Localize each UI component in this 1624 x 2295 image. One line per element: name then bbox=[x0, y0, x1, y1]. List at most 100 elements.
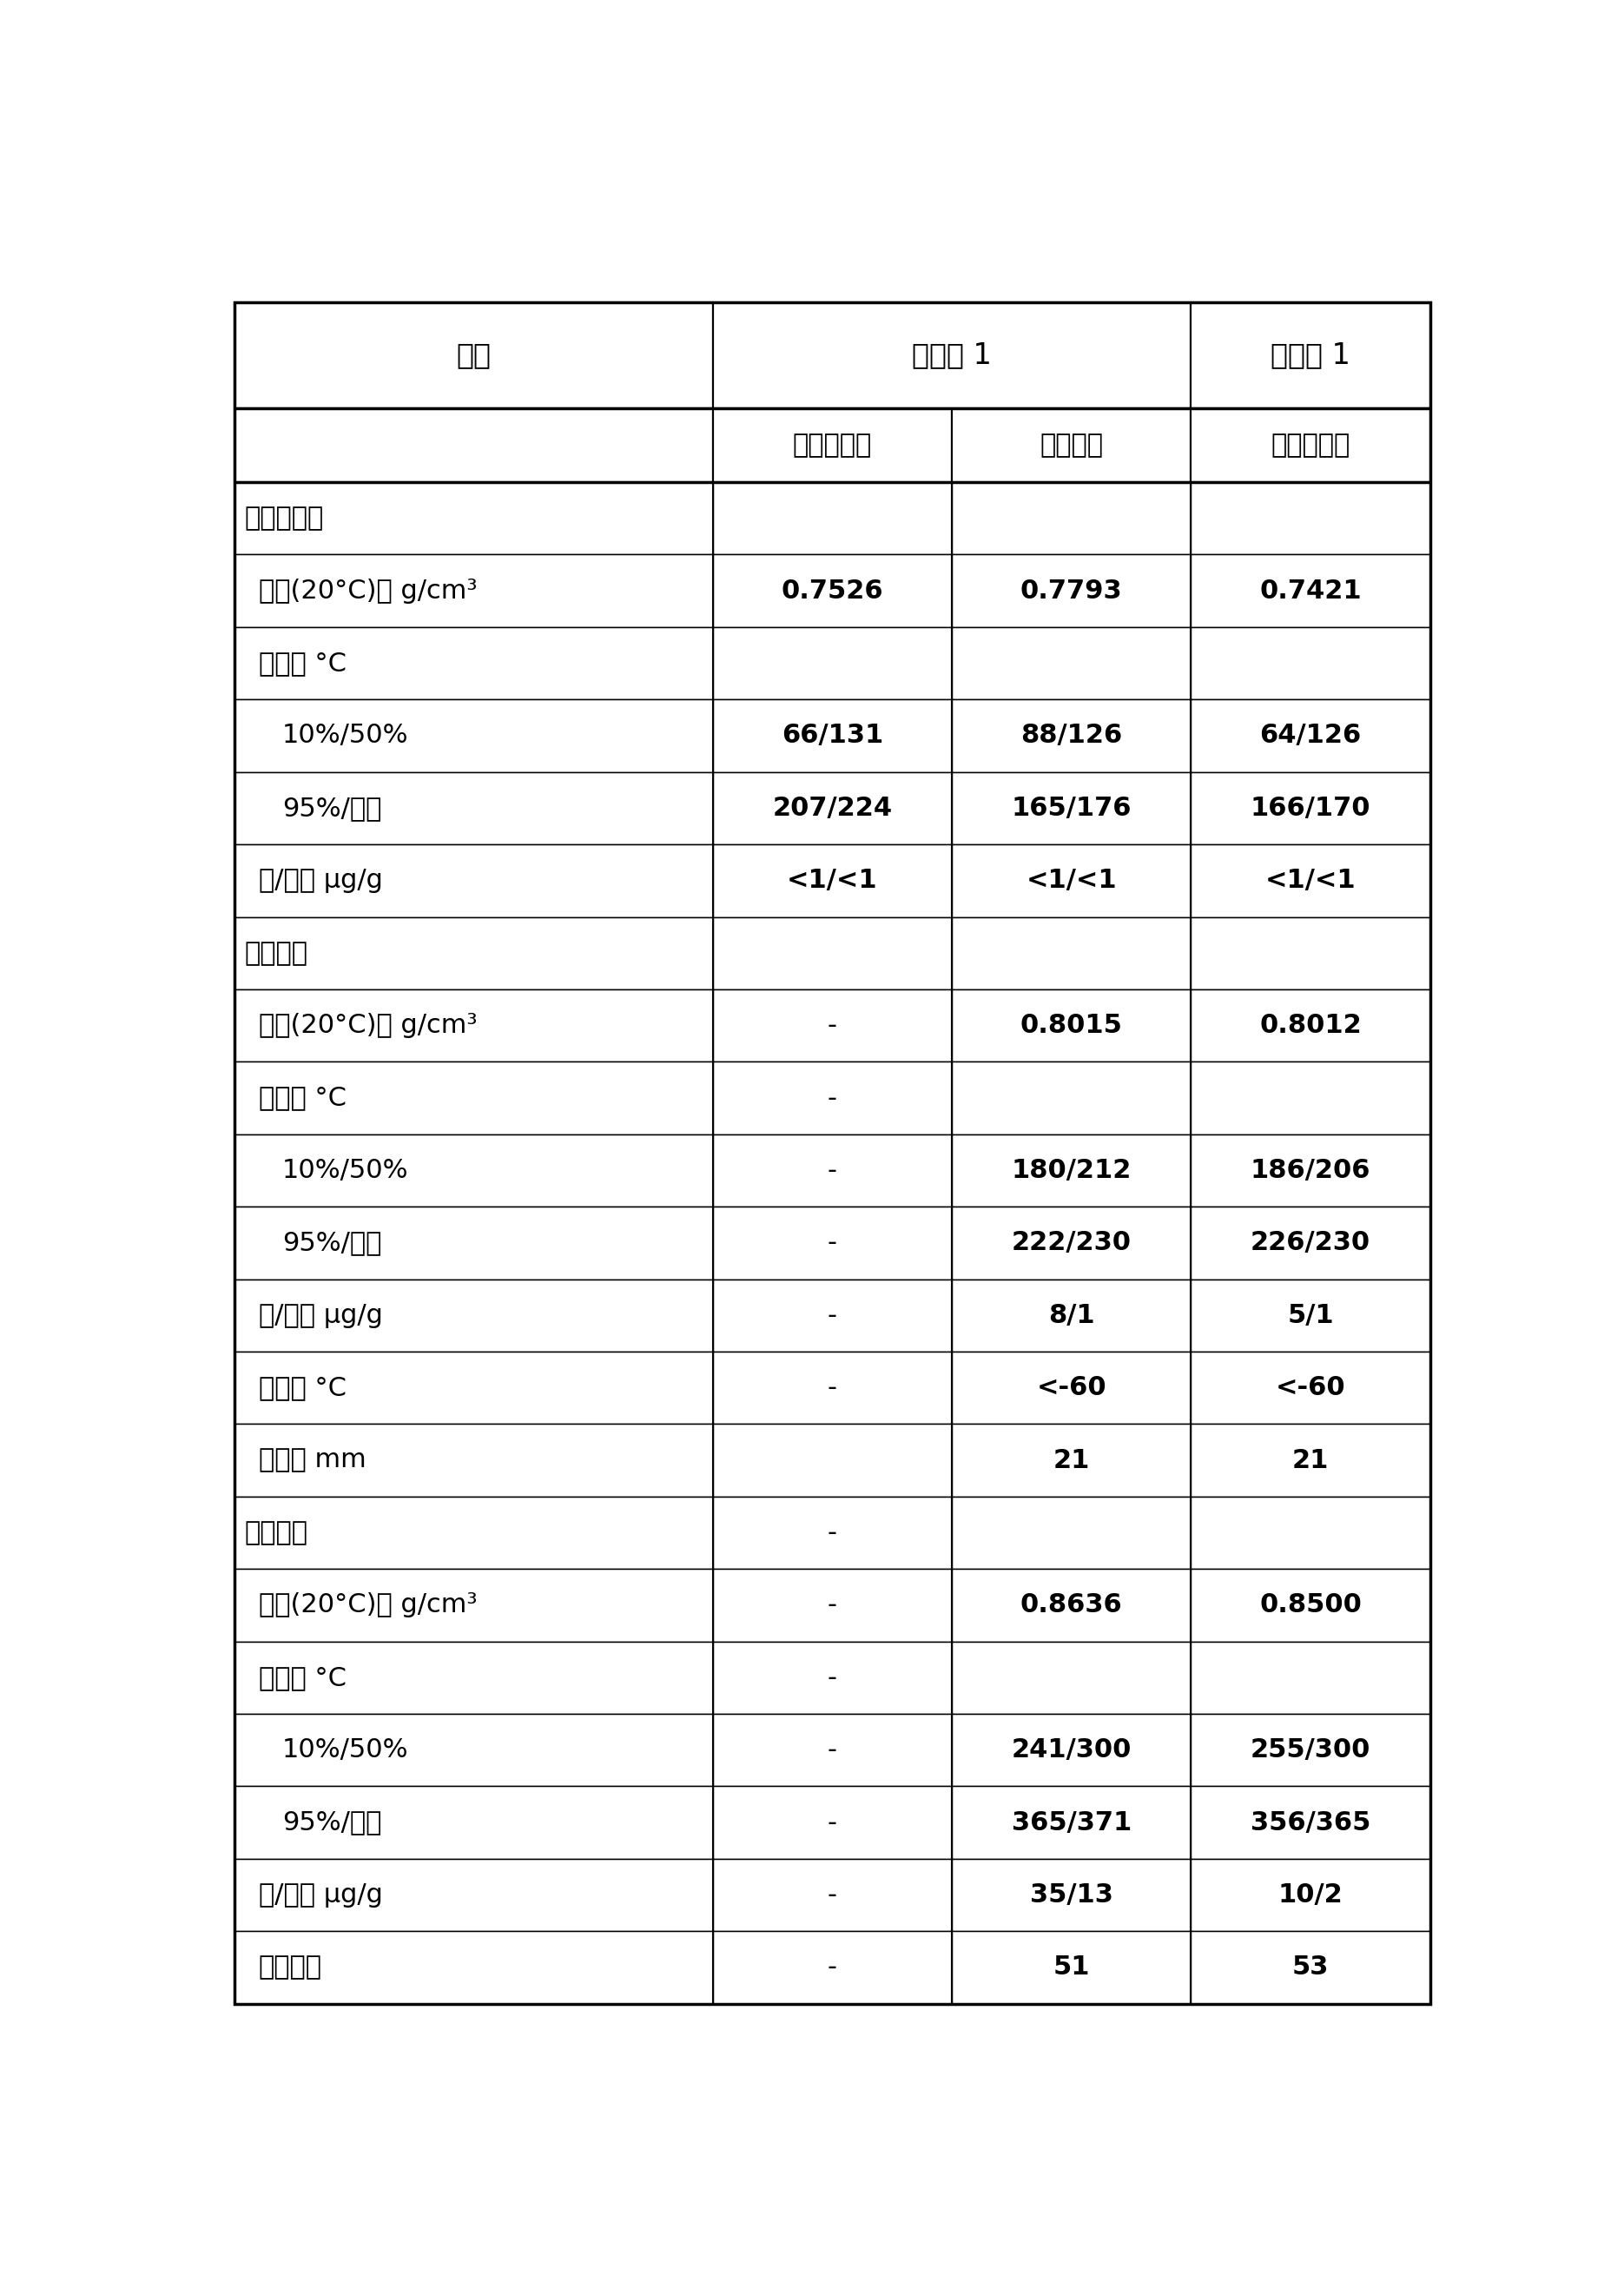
Bar bbox=[234, 1063, 713, 1134]
Text: 365/371: 365/371 bbox=[1012, 1811, 1132, 1836]
Bar bbox=[713, 1714, 952, 1786]
Bar bbox=[234, 482, 713, 555]
Text: -: - bbox=[828, 1955, 836, 1981]
Bar bbox=[952, 1786, 1190, 1859]
Bar bbox=[234, 1496, 713, 1570]
Bar bbox=[234, 845, 713, 918]
Bar bbox=[1190, 1352, 1431, 1425]
Text: 硫/氮， μg/g: 硫/氮， μg/g bbox=[258, 868, 383, 893]
Bar bbox=[234, 700, 713, 771]
Text: 53: 53 bbox=[1293, 1955, 1328, 1981]
Text: 石脑油馏分: 石脑油馏分 bbox=[244, 505, 323, 530]
Text: 35/13: 35/13 bbox=[1030, 1882, 1112, 1907]
Bar bbox=[713, 1278, 952, 1352]
Bar bbox=[234, 1352, 713, 1425]
Text: 硫/氮， μg/g: 硫/氮， μg/g bbox=[258, 1304, 383, 1329]
Bar bbox=[1190, 918, 1431, 989]
Bar bbox=[713, 989, 952, 1063]
Text: 165/176: 165/176 bbox=[1012, 796, 1132, 822]
Text: <-60: <-60 bbox=[1275, 1375, 1346, 1400]
Text: 186/206: 186/206 bbox=[1250, 1159, 1371, 1182]
Bar bbox=[234, 627, 713, 700]
Text: 222/230: 222/230 bbox=[1012, 1230, 1132, 1255]
Text: 十六烷値: 十六烷値 bbox=[258, 1955, 322, 1981]
Text: -: - bbox=[828, 1519, 836, 1545]
Bar bbox=[952, 1352, 1190, 1425]
Text: 255/300: 255/300 bbox=[1250, 1737, 1371, 1763]
Bar bbox=[1190, 1496, 1431, 1570]
Bar bbox=[952, 700, 1190, 771]
Bar bbox=[713, 1134, 952, 1207]
Bar bbox=[713, 845, 952, 918]
Bar bbox=[713, 303, 1190, 409]
Text: 密度(20°C)， g/cm³: 密度(20°C)， g/cm³ bbox=[258, 578, 477, 604]
Bar bbox=[1190, 1570, 1431, 1641]
Bar bbox=[1190, 627, 1431, 700]
Bar bbox=[713, 1859, 952, 1930]
Bar bbox=[1190, 555, 1431, 627]
Text: 95%/干点: 95%/干点 bbox=[283, 1230, 382, 1255]
Text: <1/<1: <1/<1 bbox=[788, 868, 877, 893]
Text: 180/212: 180/212 bbox=[1012, 1159, 1132, 1182]
Bar bbox=[234, 989, 713, 1063]
Bar bbox=[1190, 409, 1431, 482]
Text: 95%/干点: 95%/干点 bbox=[283, 796, 382, 822]
Text: <1/<1: <1/<1 bbox=[1026, 868, 1117, 893]
Bar bbox=[713, 1786, 952, 1859]
Bar bbox=[234, 555, 713, 627]
Bar bbox=[713, 1063, 952, 1134]
Bar bbox=[952, 482, 1190, 555]
Text: -: - bbox=[828, 1012, 836, 1037]
Bar bbox=[952, 989, 1190, 1063]
Text: 石脑油加氢: 石脑油加氢 bbox=[793, 431, 872, 457]
Text: -: - bbox=[828, 1737, 836, 1763]
Text: 51: 51 bbox=[1052, 1955, 1090, 1981]
Bar bbox=[952, 1207, 1190, 1278]
Bar bbox=[713, 1930, 952, 2004]
Bar bbox=[234, 1859, 713, 1930]
Bar bbox=[234, 1714, 713, 1786]
Bar bbox=[952, 771, 1190, 845]
Bar bbox=[713, 482, 952, 555]
Text: 166/170: 166/170 bbox=[1250, 796, 1371, 822]
Text: 0.7526: 0.7526 bbox=[781, 578, 883, 604]
Bar bbox=[713, 1641, 952, 1714]
Bar bbox=[952, 1425, 1190, 1496]
Text: -: - bbox=[828, 1304, 836, 1329]
Bar bbox=[234, 1134, 713, 1207]
Bar bbox=[1190, 1063, 1431, 1134]
Text: -: - bbox=[828, 1375, 836, 1400]
Text: 21: 21 bbox=[1052, 1448, 1090, 1473]
Text: 0.7793: 0.7793 bbox=[1020, 578, 1122, 604]
Text: 10%/50%: 10%/50% bbox=[283, 1737, 409, 1763]
Bar bbox=[234, 1425, 713, 1496]
Text: 密度(20°C)， g/cm³: 密度(20°C)， g/cm³ bbox=[258, 1593, 477, 1618]
Bar bbox=[713, 1207, 952, 1278]
Bar bbox=[1190, 989, 1431, 1063]
Bar bbox=[952, 1859, 1190, 1930]
Bar bbox=[1190, 845, 1431, 918]
Text: 实施例 1: 实施例 1 bbox=[1270, 340, 1351, 369]
Text: 冰点， °C: 冰点， °C bbox=[258, 1375, 346, 1400]
Text: 207/224: 207/224 bbox=[773, 796, 892, 822]
Text: 0.8636: 0.8636 bbox=[1020, 1593, 1122, 1618]
Text: 航某馏分: 航某馏分 bbox=[244, 941, 307, 966]
Text: <-60: <-60 bbox=[1036, 1375, 1106, 1400]
Bar bbox=[952, 1496, 1190, 1570]
Text: 0.8012: 0.8012 bbox=[1260, 1012, 1361, 1037]
Bar bbox=[234, 303, 713, 409]
Text: 名称: 名称 bbox=[456, 340, 490, 369]
Bar bbox=[713, 918, 952, 989]
Bar bbox=[952, 1641, 1190, 1714]
Bar bbox=[713, 1352, 952, 1425]
Text: 8/1: 8/1 bbox=[1047, 1304, 1095, 1329]
Bar bbox=[952, 1134, 1190, 1207]
Text: 10%/50%: 10%/50% bbox=[283, 1159, 409, 1182]
Bar bbox=[952, 1570, 1190, 1641]
Bar bbox=[1190, 1278, 1431, 1352]
Text: 柴油馏分: 柴油馏分 bbox=[244, 1519, 307, 1545]
Text: 64/126: 64/126 bbox=[1260, 723, 1361, 748]
Bar bbox=[234, 1641, 713, 1714]
Text: 10/2: 10/2 bbox=[1278, 1882, 1343, 1907]
Bar bbox=[1190, 1859, 1431, 1930]
